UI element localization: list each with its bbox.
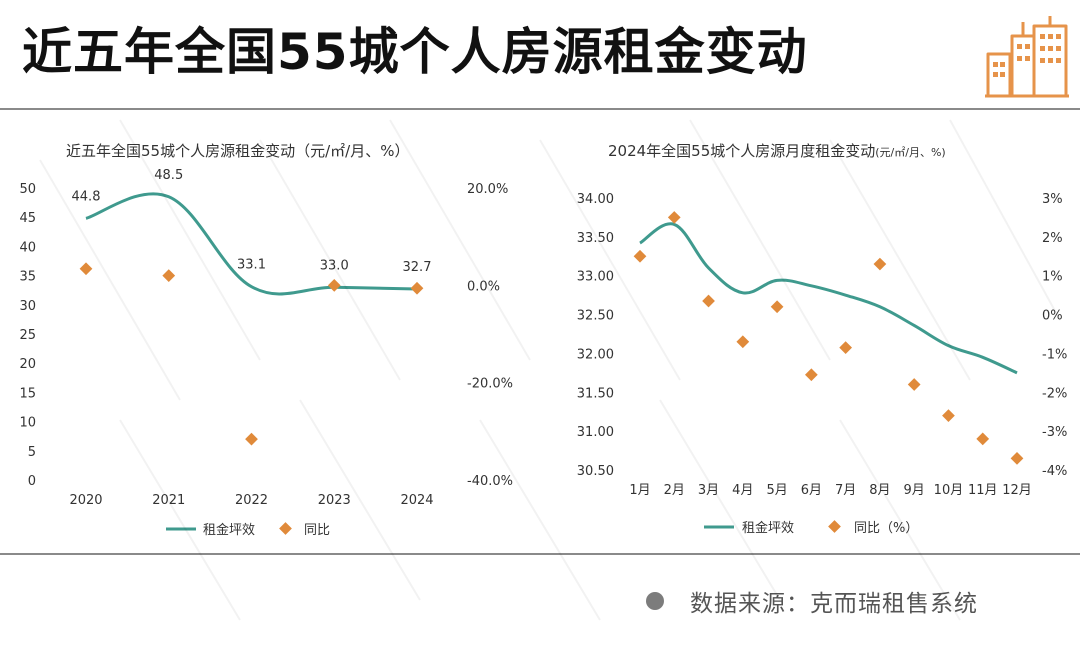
x-tick-label: 2023 [318, 493, 351, 508]
data-source-text: 数据来源：克而瑞租售系统 [690, 591, 978, 617]
x-tick-label: 2024 [400, 493, 433, 508]
yoy-marker [79, 262, 93, 276]
data-label: 48.5 [154, 168, 183, 183]
yoy-marker [804, 368, 818, 382]
legend-marker-swatch [828, 520, 841, 533]
yoy-marker [839, 341, 853, 354]
yoy-marker [245, 432, 258, 446]
y2-tick-label: 3% [1042, 192, 1063, 207]
y-tick-label: 0 [28, 474, 36, 489]
data-source: 数据来源：克而瑞租售系统 [646, 584, 978, 618]
yoy-marker [770, 300, 784, 314]
y-tick-label: 25 [19, 328, 36, 343]
yoy-marker [736, 335, 750, 349]
building-icon [985, 16, 1069, 98]
y-tick-label: 45 [19, 211, 36, 226]
data-label: 32.7 [403, 260, 432, 275]
y2-tick-label: 0% [1042, 309, 1063, 324]
y-tick-label: 32.50 [577, 309, 614, 324]
y2-tick-label: 0.0% [467, 279, 500, 294]
y-tick-label: 35 [19, 270, 36, 285]
chart-title-text: 2024年全国55城个人房源月度租金变动 [608, 142, 875, 160]
data-label: 33.1 [237, 258, 266, 273]
x-tick-label: 7月 [835, 483, 856, 498]
yoy-marker [1010, 451, 1024, 465]
x-tick-label: 3月 [698, 483, 719, 498]
yoy-marker [942, 409, 955, 422]
y-tick-label: 10 [19, 416, 36, 431]
data-label: 33.0 [320, 258, 349, 273]
y-tick-label: 20 [19, 357, 36, 372]
chart-title: 2024年全国55城个人房源月度租金变动(元/㎡/月、%) [608, 142, 946, 160]
legend-marker-swatch [279, 522, 292, 535]
page-title: 近五年全国55城个人房源租金变动 [22, 23, 808, 81]
x-tick-label: 4月 [732, 483, 753, 498]
y-tick-label: 15 [19, 386, 36, 401]
y-tick-label: 30.50 [577, 464, 614, 479]
x-tick-label: 1月 [629, 483, 650, 498]
y2-tick-label: -20.0% [467, 377, 513, 392]
y2-tick-label: 1% [1042, 270, 1063, 285]
data-label: 44.8 [72, 189, 101, 204]
x-tick-label: 6月 [801, 483, 822, 498]
yoy-marker [907, 378, 921, 391]
chart-title-unit: (元/㎡/月、%) [875, 146, 945, 159]
yoy-marker [162, 269, 176, 282]
y-tick-label: 33.50 [577, 231, 614, 246]
monthly-rent-chart: 2024年全国55城个人房源月度租金变动(元/㎡/月、%) 34.00 33.50… [577, 142, 1068, 536]
annual-rent-chart: 近五年全国55城个人房源租金变动（元/㎡/月、%） 50454035302520… [19, 142, 513, 538]
y-tick-label: 5 [28, 445, 36, 460]
yoy-marker [327, 278, 341, 292]
y2-tick-label: -3% [1042, 425, 1067, 440]
y2-tick-label: 2% [1042, 231, 1063, 246]
x-tick-label: 11月 [968, 483, 998, 498]
bullet-dot-icon [646, 592, 664, 610]
x-tick-label: 8月 [869, 483, 890, 498]
y2-tick-label: -1% [1042, 347, 1067, 362]
x-tick-label: 2020 [69, 493, 102, 508]
series-line-rent [85, 192, 418, 296]
y-tick-label: 33.00 [577, 270, 614, 285]
y-tick-label: 31.00 [577, 425, 614, 440]
x-tick-label: 10月 [934, 483, 964, 498]
chart-title: 近五年全国55城个人房源租金变动（元/㎡/月、%） [66, 142, 409, 160]
x-tick-label: 2021 [152, 493, 185, 508]
footer-divider [0, 553, 1080, 555]
legend-label-yoy: 同比 [304, 523, 330, 538]
x-tick-label: 9月 [904, 483, 925, 498]
legend-label-rent: 租金坪效 [203, 522, 255, 538]
yoy-marker [633, 249, 647, 263]
y-tick-label: 30 [19, 299, 36, 314]
yoy-marker [873, 257, 887, 271]
chart-legend: 租金坪效 同比（%） [704, 520, 918, 536]
y-tick-label: 31.50 [577, 386, 614, 401]
y-tick-label: 50 [19, 182, 36, 197]
yoy-marker [410, 281, 424, 295]
legend-label-rent: 租金坪效 [742, 520, 794, 536]
x-tick-label: 12月 [1002, 483, 1032, 498]
x-tick-label: 5月 [766, 483, 787, 498]
y-tick-label: 40 [19, 240, 36, 255]
yoy-marker [702, 294, 715, 308]
chart-legend: 租金坪效 同比 [166, 522, 330, 538]
y2-tick-label: 20.0% [467, 182, 508, 197]
legend-label-yoy: 同比（%） [854, 521, 918, 536]
series-line-rent [639, 222, 1018, 375]
yoy-marker [667, 211, 681, 224]
x-tick-label: 2月 [664, 483, 685, 498]
y-tick-label: 32.00 [577, 347, 614, 362]
y2-tick-label: -4% [1042, 464, 1067, 479]
y2-tick-label: -40.0% [467, 474, 513, 489]
header-divider [0, 108, 1080, 110]
y-tick-label: 34.00 [577, 192, 614, 207]
x-tick-label: 2022 [235, 493, 268, 508]
yoy-marker [976, 432, 990, 446]
y2-tick-label: -2% [1042, 386, 1067, 401]
